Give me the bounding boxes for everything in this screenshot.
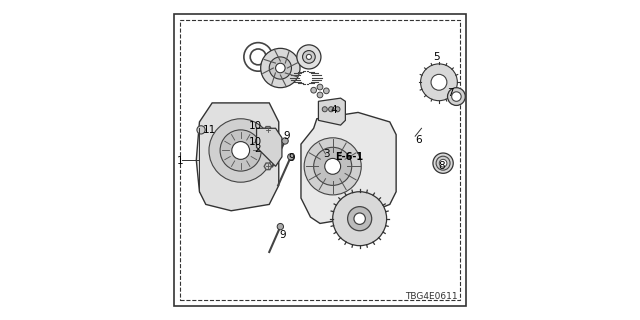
- Circle shape: [232, 142, 250, 159]
- Circle shape: [209, 119, 273, 182]
- Text: 11: 11: [203, 125, 216, 135]
- Circle shape: [431, 74, 447, 90]
- Circle shape: [317, 84, 323, 90]
- Polygon shape: [301, 112, 396, 223]
- Polygon shape: [196, 103, 279, 211]
- Polygon shape: [319, 98, 346, 125]
- Polygon shape: [264, 127, 272, 133]
- Text: TBG4E0611: TBG4E0611: [405, 292, 458, 301]
- Text: 9: 9: [288, 153, 295, 163]
- Polygon shape: [264, 163, 272, 170]
- Text: 9: 9: [280, 229, 286, 240]
- Circle shape: [335, 107, 340, 112]
- Circle shape: [260, 48, 300, 88]
- Circle shape: [420, 64, 458, 101]
- Circle shape: [333, 192, 387, 246]
- Circle shape: [323, 88, 329, 94]
- Text: 5: 5: [433, 52, 440, 62]
- Text: 4: 4: [331, 105, 337, 115]
- Circle shape: [317, 92, 323, 98]
- Circle shape: [354, 213, 365, 224]
- Circle shape: [314, 147, 352, 185]
- Text: E-6-1: E-6-1: [335, 152, 364, 163]
- Text: 6: 6: [415, 135, 422, 145]
- Circle shape: [447, 88, 465, 105]
- Circle shape: [304, 138, 361, 195]
- Text: 7: 7: [447, 88, 454, 98]
- Circle shape: [322, 107, 327, 112]
- Circle shape: [439, 159, 447, 167]
- Circle shape: [324, 158, 340, 174]
- Circle shape: [452, 92, 461, 101]
- Circle shape: [269, 57, 291, 79]
- Circle shape: [297, 45, 321, 69]
- Circle shape: [277, 223, 284, 230]
- Circle shape: [282, 138, 288, 144]
- Circle shape: [276, 63, 285, 73]
- Text: 3: 3: [323, 149, 330, 159]
- Text: 9: 9: [284, 131, 290, 140]
- Circle shape: [311, 87, 317, 93]
- Circle shape: [433, 153, 453, 173]
- Text: 2: 2: [254, 144, 260, 154]
- Circle shape: [303, 51, 316, 63]
- Circle shape: [349, 208, 371, 229]
- Text: 10: 10: [249, 137, 262, 147]
- Circle shape: [431, 75, 446, 90]
- Circle shape: [197, 126, 205, 134]
- Text: 10: 10: [249, 121, 262, 131]
- Circle shape: [436, 156, 450, 170]
- Circle shape: [307, 54, 312, 60]
- Text: 8: 8: [438, 161, 445, 171]
- Circle shape: [328, 107, 333, 112]
- Circle shape: [348, 207, 372, 231]
- Text: 1: 1: [177, 156, 183, 166]
- Circle shape: [220, 130, 261, 171]
- Circle shape: [287, 154, 294, 160]
- Polygon shape: [257, 128, 282, 166]
